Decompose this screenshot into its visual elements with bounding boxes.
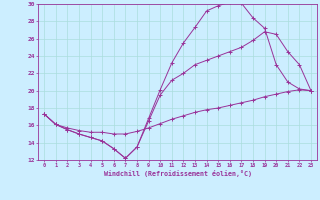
X-axis label: Windchill (Refroidissement éolien,°C): Windchill (Refroidissement éolien,°C): [104, 170, 252, 177]
